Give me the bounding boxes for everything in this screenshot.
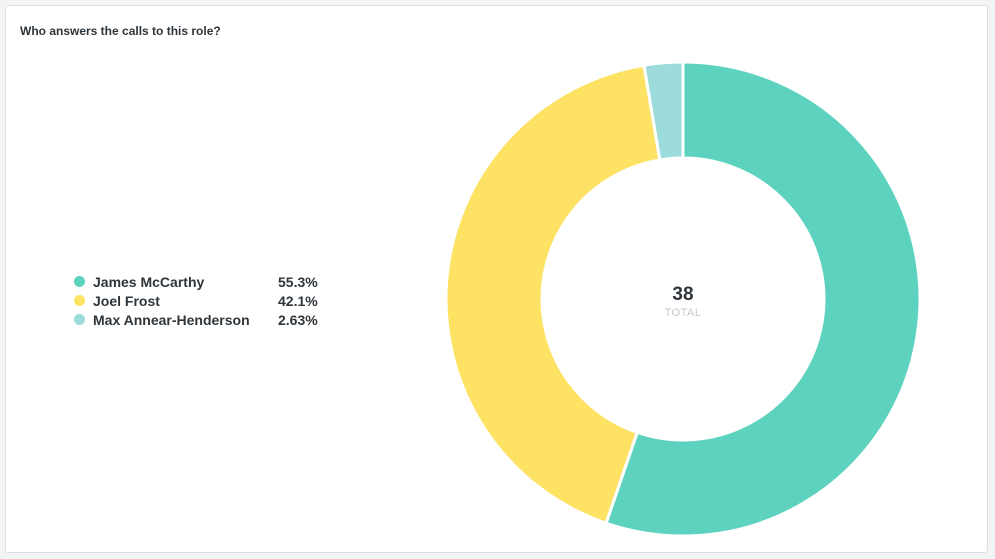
legend-swatch-1 bbox=[74, 295, 85, 306]
donut-slice-0[interactable] bbox=[604, 60, 922, 538]
donut-slices bbox=[444, 60, 922, 538]
donut-slice-1[interactable] bbox=[444, 63, 662, 526]
legend-label-1: Joel Frost bbox=[93, 292, 160, 309]
donut-slice-2[interactable] bbox=[642, 60, 685, 162]
legend-swatch-0 bbox=[74, 276, 85, 287]
donut-total-value: 38 bbox=[672, 284, 693, 305]
legend-item-1[interactable]: Joel Frost 42.1% bbox=[74, 291, 354, 310]
legend-item-2[interactable]: Max Annear-Henderson 2.63% bbox=[74, 310, 354, 329]
legend-percent-1: 42.1% bbox=[278, 292, 318, 309]
card-title: Who answers the calls to this role? bbox=[20, 24, 221, 38]
chart-card: Who answers the calls to this role? Jame… bbox=[5, 5, 988, 553]
legend-label-2: Max Annear-Henderson bbox=[93, 311, 250, 328]
legend-percent-2: 2.63% bbox=[278, 311, 318, 328]
donut-total-label: TOTAL bbox=[665, 307, 702, 319]
chart-legend: James McCarthy 55.3% Joel Frost 42.1% Ma… bbox=[74, 272, 354, 329]
donut-chart: 38 TOTAL bbox=[444, 60, 922, 538]
legend-percent-0: 55.3% bbox=[278, 273, 318, 290]
legend-swatch-2 bbox=[74, 314, 85, 325]
legend-label-0: James McCarthy bbox=[93, 273, 205, 290]
legend-item-0[interactable]: James McCarthy 55.3% bbox=[74, 272, 354, 291]
